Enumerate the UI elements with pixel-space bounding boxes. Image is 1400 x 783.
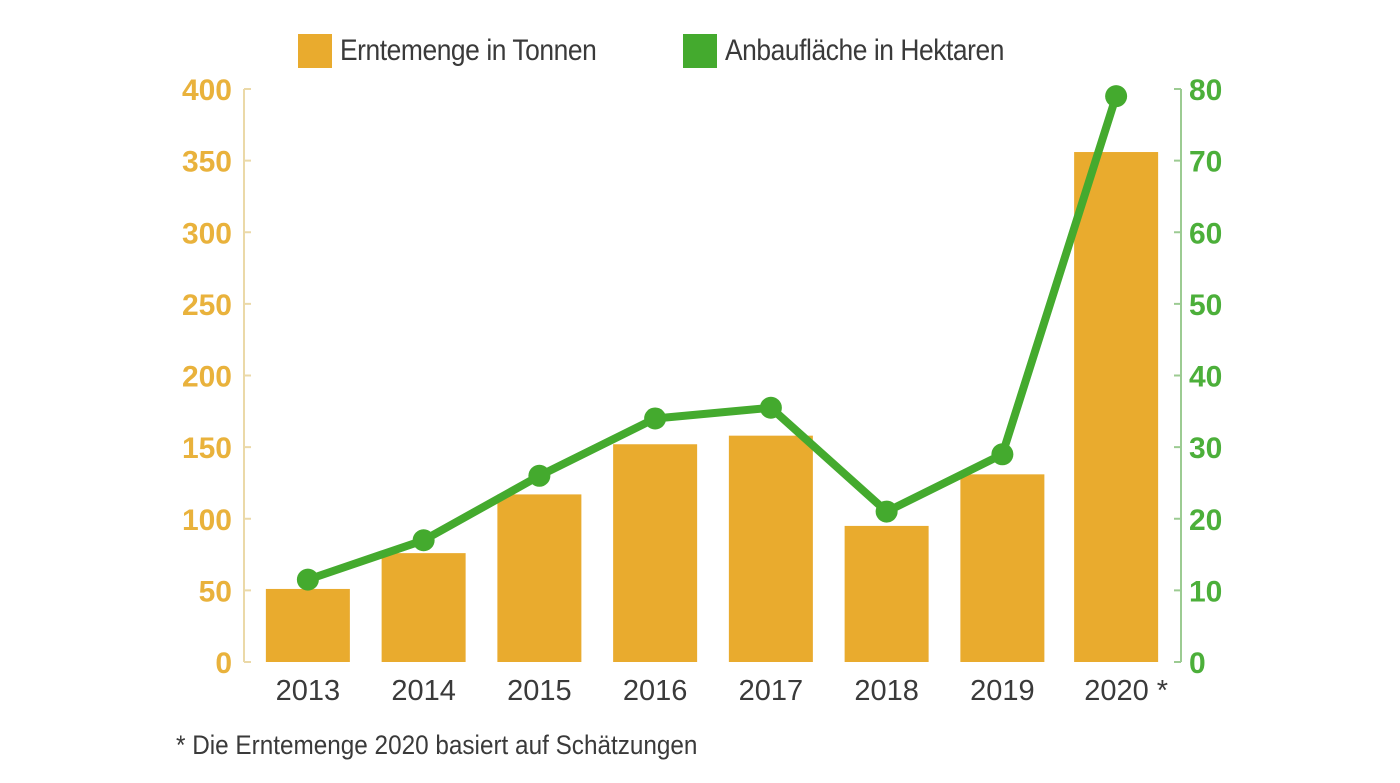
right-axis-tick-label: 20 (1189, 504, 1222, 537)
line-point-2013 (296, 568, 319, 591)
x-axis-label: 2013 (276, 675, 341, 707)
bar-series-erntemenge (265, 152, 1159, 662)
left-axis-tick-label: 400 (182, 74, 232, 107)
right-axis-tick-label: 0 (1189, 647, 1206, 680)
left-axis-tick-label: 200 (182, 361, 232, 394)
right-axis-tick-label: 50 (1189, 289, 1222, 322)
line-series-anbauflaeche (296, 85, 1128, 591)
right-axis-tick-label: 40 (1189, 361, 1222, 394)
left-axis-tick-label: 100 (182, 504, 232, 537)
bar-2015 (497, 494, 582, 662)
left-axis-tick-label: 300 (182, 217, 232, 250)
legend-swatch-green (683, 34, 718, 68)
legend-swatch-orange (298, 34, 332, 68)
line-point-2016 (644, 407, 667, 430)
bar-2018 (844, 525, 929, 662)
bar-2013 (265, 588, 350, 662)
x-axis-label: 2015 (507, 675, 572, 707)
x-axis-label: 2014 (391, 675, 456, 707)
line-point-2018 (875, 500, 898, 523)
legend-label-bars: Erntemenge in Tonnen (340, 34, 597, 67)
x-axis-label: 2017 (739, 675, 804, 707)
right-axis-tick-label: 10 (1189, 575, 1222, 608)
x-axis-label: 2020 * (1084, 675, 1168, 707)
footnote: * Die Erntemenge 2020 basiert auf Schätz… (176, 730, 698, 760)
x-axis-label: 2018 (854, 675, 919, 707)
bar-2020 (1074, 152, 1159, 662)
legend-label-line: Anbaufläche in Hektaren (725, 34, 1005, 67)
left-y-axis: 0 50 100 150 200 250 300 350 400 (182, 74, 251, 680)
left-axis-tick-label: 350 (182, 146, 232, 179)
left-axis-tick-label: 50 (199, 575, 232, 608)
right-axis-tick-label: 60 (1189, 217, 1222, 250)
bar-2017 (728, 435, 813, 662)
bar-2014 (381, 553, 466, 662)
right-axis-tick-label: 80 (1189, 74, 1222, 107)
legend: Erntemenge in Tonnen Anbaufläche in Hekt… (298, 34, 1042, 68)
x-axis-labels: 2013 2014 2015 2016 2017 2018 2019 2020 * (276, 675, 1168, 707)
bar-2016 (613, 444, 698, 662)
left-axis-tick-label: 250 (182, 289, 232, 322)
right-axis-tick-label: 70 (1189, 146, 1222, 179)
bar-2019 (960, 474, 1045, 662)
right-y-axis: 0 10 20 30 40 50 60 70 80 (1174, 74, 1222, 680)
right-axis-tick-label: 30 (1189, 432, 1222, 465)
line-point-2015 (528, 464, 551, 487)
x-axis-label: 2019 (970, 675, 1035, 707)
x-axis-label: 2016 (623, 675, 688, 707)
line-point-2019 (991, 443, 1014, 466)
legend-item-bars: Erntemenge in Tonnen (298, 34, 631, 68)
left-axis-tick-label: 150 (182, 432, 232, 465)
line-point-2014 (412, 529, 435, 552)
line-point-2017 (759, 396, 782, 419)
line-point-2020 (1105, 85, 1128, 108)
legend-item-line: Anbaufläche in Hektaren (683, 34, 1042, 68)
left-axis-tick-label: 0 (215, 647, 232, 680)
